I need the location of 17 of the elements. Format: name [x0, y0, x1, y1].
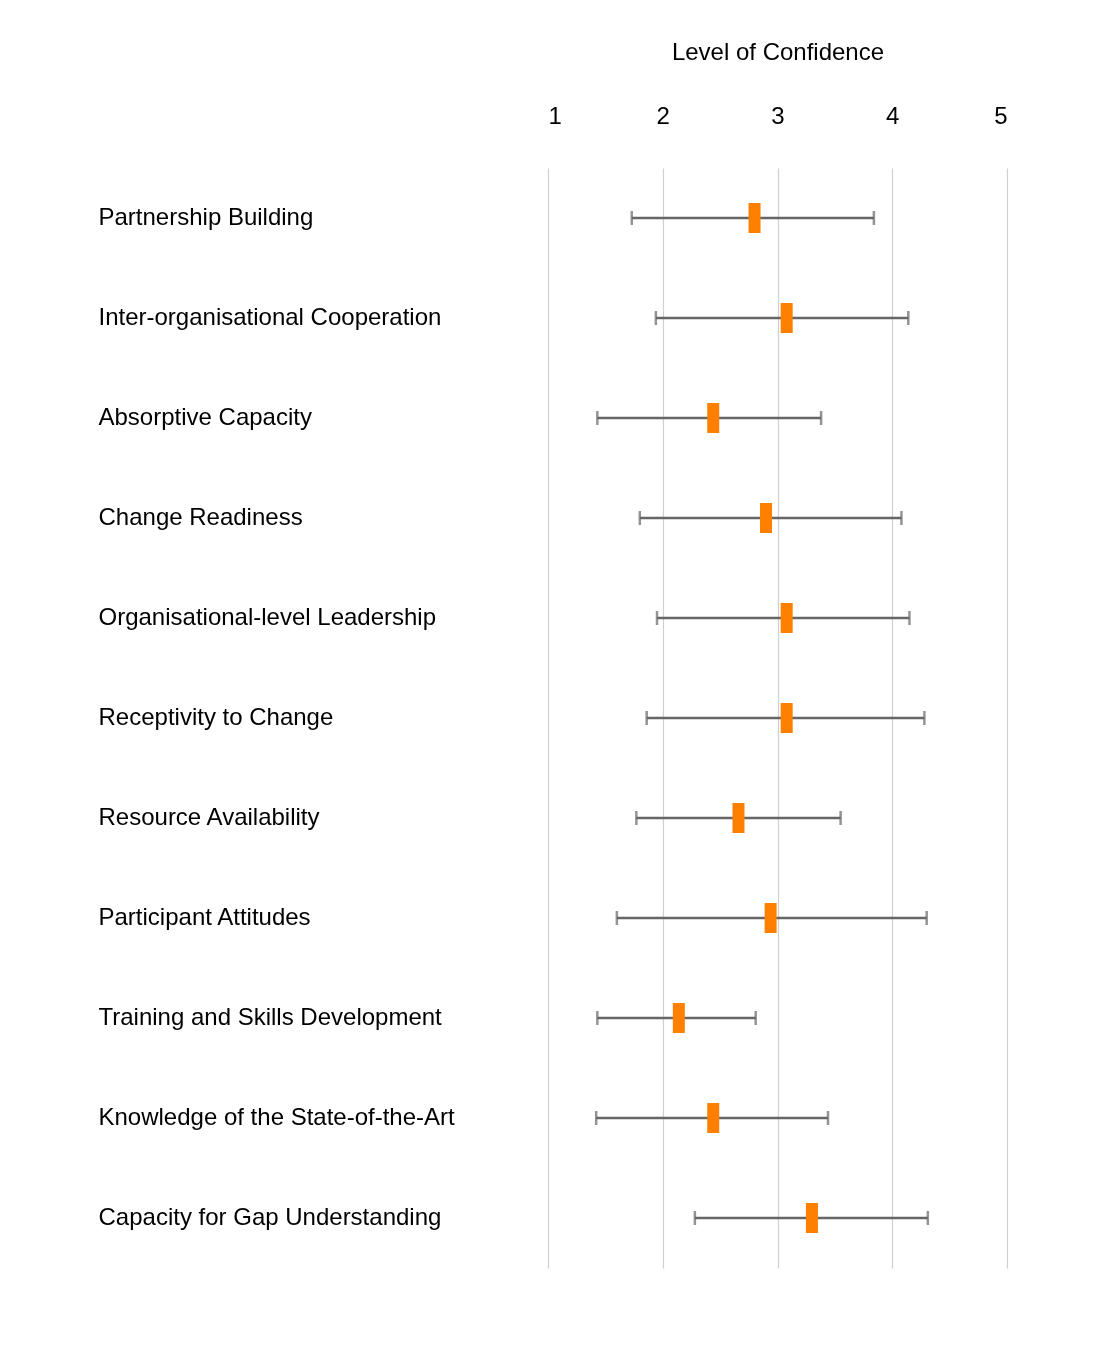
y-tick-label: Resource Availability [98, 803, 320, 830]
y-tick-label: Change Readiness [98, 503, 303, 530]
y-tick-label: Participant Attitudes [98, 903, 311, 930]
x-tick-label: 2 [656, 101, 670, 129]
y-tick-label: Knowledge of the State-of-the-Art [98, 1103, 456, 1130]
y-tick-label: Capacity for Gap Understanding [98, 1203, 442, 1230]
y-tick-label: Inter-organisational Cooperation [98, 303, 442, 330]
y-tick-label: Organisational-level Leadership [98, 603, 437, 630]
x-tick-label: 5 [994, 101, 1008, 129]
x-tick-label: 4 [886, 101, 900, 129]
y-tick-label: Partnership Building [98, 203, 314, 230]
x-tick-label: 3 [771, 101, 785, 129]
x-tick-label: 1 [548, 101, 562, 129]
x-axis-title: Level of Confidence [671, 37, 885, 65]
y-tick-label: Absorptive Capacity [98, 403, 312, 430]
y-tick-label: Training and Skills Development [98, 1003, 443, 1030]
y-tick-label: Receptivity to Change [98, 703, 334, 730]
